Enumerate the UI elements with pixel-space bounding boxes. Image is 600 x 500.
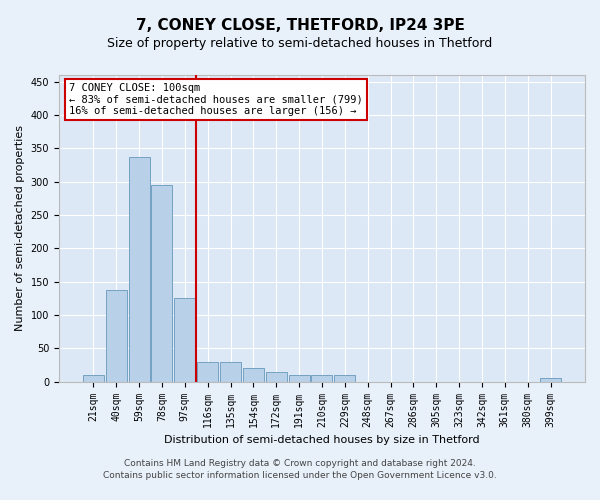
Bar xyxy=(197,362,218,382)
Bar xyxy=(311,375,332,382)
Bar xyxy=(220,362,241,382)
Bar xyxy=(243,368,264,382)
Bar xyxy=(174,298,195,382)
Bar xyxy=(83,375,104,382)
Bar xyxy=(334,375,355,382)
Bar xyxy=(151,185,172,382)
Text: Contains HM Land Registry data © Crown copyright and database right 2024.
Contai: Contains HM Land Registry data © Crown c… xyxy=(103,458,497,480)
X-axis label: Distribution of semi-detached houses by size in Thetford: Distribution of semi-detached houses by … xyxy=(164,435,480,445)
Bar xyxy=(128,157,149,382)
Bar xyxy=(266,372,287,382)
Text: Size of property relative to semi-detached houses in Thetford: Size of property relative to semi-detach… xyxy=(107,38,493,51)
Bar xyxy=(106,290,127,382)
Text: 7 CONEY CLOSE: 100sqm
← 83% of semi-detached houses are smaller (799)
16% of sem: 7 CONEY CLOSE: 100sqm ← 83% of semi-deta… xyxy=(70,82,363,116)
Text: 7, CONEY CLOSE, THETFORD, IP24 3PE: 7, CONEY CLOSE, THETFORD, IP24 3PE xyxy=(136,18,464,32)
Y-axis label: Number of semi-detached properties: Number of semi-detached properties xyxy=(15,126,25,332)
Bar xyxy=(540,378,561,382)
Bar xyxy=(289,375,310,382)
